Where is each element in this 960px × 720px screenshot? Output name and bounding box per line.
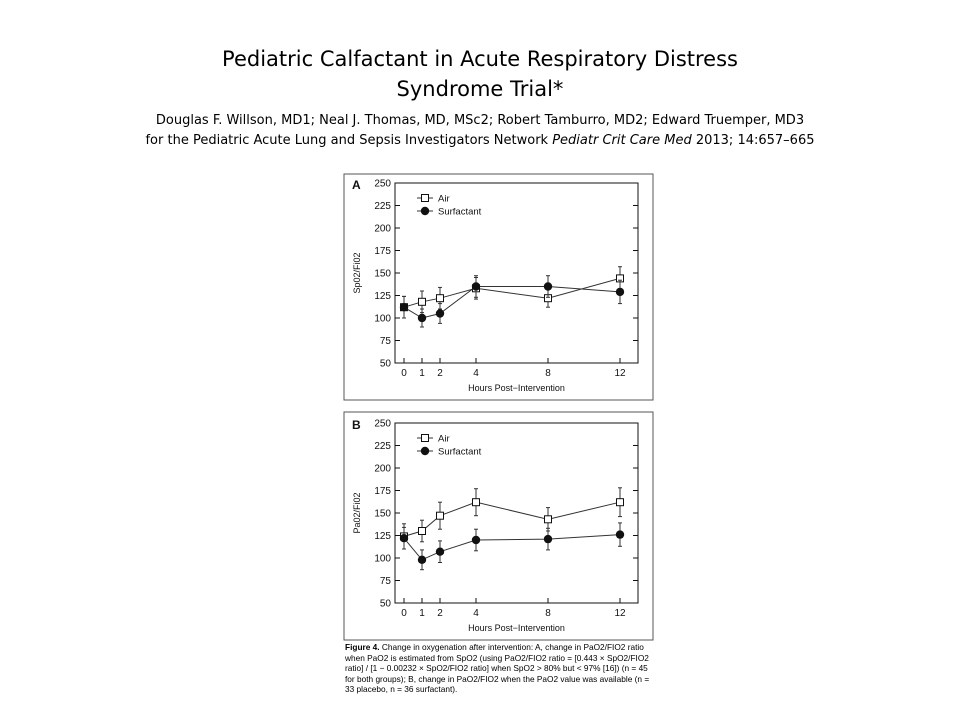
y-tick-label: 75 — [380, 576, 392, 587]
authors: Douglas F. Willson, MD1; Neal J. Thomas,… — [155, 113, 805, 128]
data-point-circle — [543, 282, 553, 291]
slide-title: Pediatric Calfactant in Acute Respirator… — [0, 44, 960, 104]
y-tick-label: 175 — [374, 486, 391, 497]
legend-label: Surfactant — [438, 447, 482, 458]
y-tick-label: 250 — [374, 419, 391, 430]
data-point-square — [544, 515, 552, 524]
caption-label: Figure 4. — [345, 642, 380, 652]
data-point-circle — [543, 534, 553, 544]
series-surfactant — [399, 522, 625, 571]
data-point-circle — [399, 303, 409, 312]
y-tick-label: 100 — [374, 554, 391, 565]
citation-line: for the Pediatric Acute Lung and Sepsis … — [0, 131, 960, 151]
figure: A 50 75 100 125 150 175 200 225 250 0 1 2 4 8 12 Hours P… — [343, 173, 654, 713]
legend-label: Surfactant — [438, 207, 482, 218]
x-tick-label: 12 — [614, 368, 626, 379]
legend-marker-square — [421, 194, 429, 202]
y-tick-label: 150 — [374, 269, 391, 280]
data-point-square — [436, 294, 444, 303]
y-tick-label: 125 — [374, 531, 391, 542]
citation: Douglas F. Willson, MD1; Neal J. Thomas,… — [0, 111, 960, 151]
caption-text: Change in oxygenation after intervention… — [345, 642, 650, 695]
series-line — [403, 534, 621, 561]
data-point-circle — [615, 530, 625, 539]
journal-name: Pediatr Crit Care Med — [552, 133, 692, 148]
y-tick-label: 75 — [380, 336, 392, 347]
data-point-circle — [417, 555, 427, 564]
y-axis-label: Pa02/Fi02 — [352, 492, 362, 533]
data-point-square — [418, 297, 426, 306]
y-tick-label: 100 — [374, 314, 391, 325]
series-surfactant — [399, 275, 625, 328]
x-tick-label: 2 — [437, 368, 443, 379]
x-axis-label: Hours Post−Intervention — [468, 383, 565, 393]
y-tick-label: 175 — [374, 246, 391, 257]
y-tick-label: 200 — [374, 464, 391, 475]
legend-marker-square — [421, 434, 429, 442]
x-tick-label: 8 — [545, 368, 551, 379]
x-tick-label: 2 — [437, 608, 443, 619]
data-point-square — [616, 498, 624, 507]
data-point-square — [436, 511, 444, 520]
x-tick-label: 1 — [419, 608, 425, 619]
y-tick-label: 50 — [380, 599, 392, 610]
data-point-circle — [435, 309, 445, 318]
legend-label: Air — [438, 194, 450, 205]
y-tick-label: 225 — [374, 441, 391, 452]
x-tick-label: 0 — [401, 608, 407, 619]
x-tick-label: 8 — [545, 608, 551, 619]
data-point-circle — [399, 534, 409, 543]
data-point-square — [472, 498, 480, 507]
y-tick-label: 50 — [380, 359, 392, 370]
slide-title-line-1: Pediatric Calfactant in Acute Respirator… — [222, 47, 738, 71]
y-tick-label: 125 — [374, 291, 391, 302]
y-axis-label: Sp02/Fi02 — [352, 252, 362, 293]
y-tick-label: 225 — [374, 201, 391, 212]
panel-letter: A — [352, 178, 361, 192]
x-tick-label: 4 — [473, 368, 479, 379]
legend-marker-circle — [420, 206, 430, 216]
data-point-circle — [471, 282, 481, 291]
x-tick-label: 4 — [473, 608, 479, 619]
panel-letter: B — [352, 418, 361, 432]
data-point-circle — [615, 287, 625, 297]
x-tick-label: 0 — [401, 368, 407, 379]
x-tick-label: 1 — [419, 368, 425, 379]
x-axis-label: Hours Post−Intervention — [468, 623, 565, 633]
y-tick-label: 200 — [374, 224, 391, 235]
legend-label: Air — [438, 434, 450, 445]
legend-marker-circle — [420, 446, 430, 456]
y-tick-label: 250 — [374, 179, 391, 190]
data-point-circle — [435, 547, 445, 556]
data-point-circle — [417, 313, 427, 323]
slide-title-line-2: Syndrome Trial* — [396, 77, 564, 101]
y-tick-label: 150 — [374, 509, 391, 520]
data-point-square — [418, 527, 426, 535]
data-point-circle — [471, 535, 481, 545]
x-tick-label: 12 — [614, 608, 626, 619]
figure-caption: Figure 4. Change in oxygenation after in… — [345, 642, 650, 695]
network-text: for the Pediatric Acute Lung and Sepsis … — [145, 133, 553, 148]
journal-ref: 2013; 14:657–665 — [691, 133, 815, 148]
